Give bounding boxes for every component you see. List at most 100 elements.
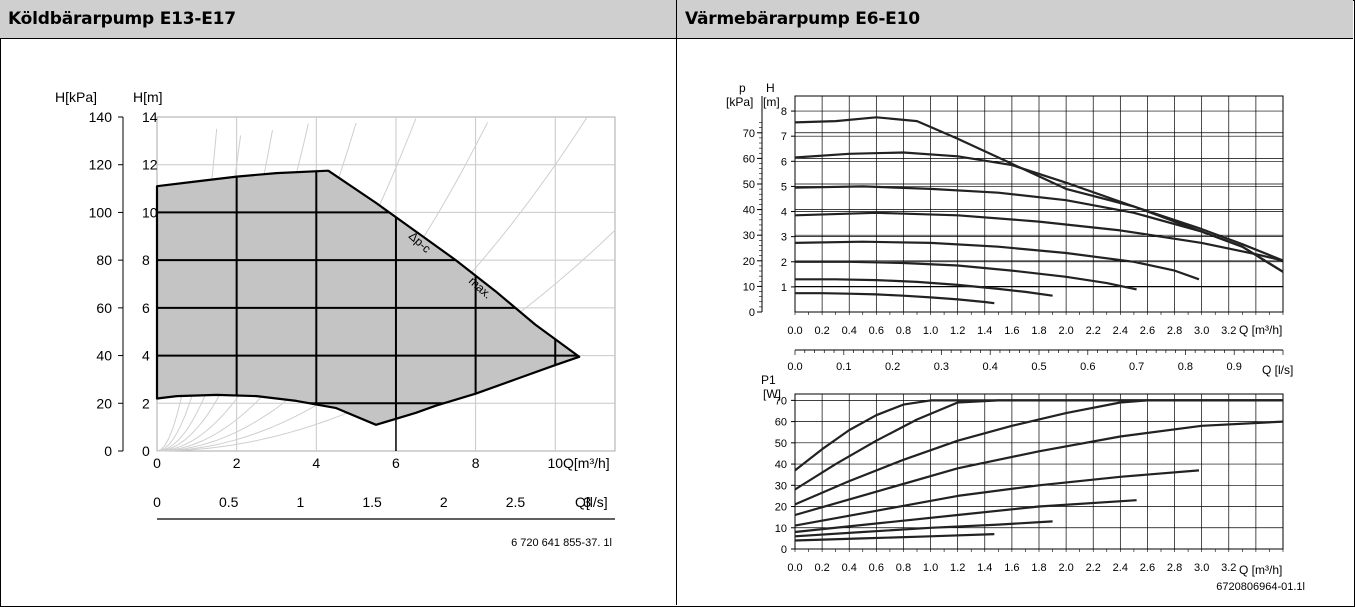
y-kpa-tick-label: 140: [89, 109, 113, 125]
series-line: [794, 211, 1284, 262]
x2-tick-label: 0.3: [934, 361, 949, 373]
x-tick-label: 2.2: [1086, 562, 1101, 574]
y-m-tick-label: 6: [142, 300, 150, 316]
y-kpa-tick-label: 20: [96, 395, 112, 411]
panel-koldbararpump: Köldbärarpump E13-E17 Δp-c max. 0 20 40 60 80 1…: [0, 0, 676, 605]
x-axis-label: Q[m³/h]: [563, 455, 610, 471]
x2-tick-label: 0.5: [219, 494, 239, 510]
x-tick-label: 6: [392, 455, 400, 471]
series-line: [794, 469, 1200, 527]
x2-tick-label: 0.1: [836, 361, 851, 373]
series-line: [794, 533, 995, 542]
y-m-tick-label: 8: [781, 106, 787, 118]
y-kpa-tick-label: 40: [743, 205, 755, 217]
x-tick-label: 0.0: [787, 325, 802, 337]
y-axis-h-label: H: [766, 81, 775, 95]
y-kpa-tick-label: 30: [743, 230, 755, 242]
operating-region-outline: [155, 169, 581, 426]
panel-title: Värmebärarpump E6-E10: [685, 9, 920, 29]
y-tick-label: 10: [775, 523, 787, 535]
y-axis-p-unit: [kPa]: [726, 95, 753, 109]
x-tick-label: 1.6: [1004, 562, 1019, 574]
x-tick-label: 2.0: [1058, 562, 1073, 574]
y-m-tick-label: 7: [781, 131, 787, 143]
x-tick-label: 2.6: [1140, 325, 1155, 337]
x-tick-label: 0.6: [869, 562, 884, 574]
x-tick-label: 3.2: [1221, 325, 1236, 337]
x-tick-label: 8: [472, 455, 480, 471]
y-axis-h-unit: [m]: [763, 95, 780, 109]
y-m-tick-label: 2: [142, 395, 150, 411]
y-m-tick-label: 2: [781, 257, 787, 269]
x2-tick-label: 0: [153, 494, 161, 510]
y-kpa-tick-label: 0: [749, 307, 755, 319]
series-line: [794, 151, 1284, 273]
y-kpa-tick-label: 60: [96, 300, 112, 316]
y-kpa-tick-label: 70: [743, 128, 755, 140]
y-axis-kpa-label: H[kPa]: [55, 89, 97, 105]
x-tick-label: 2.4: [1113, 562, 1128, 574]
y-m-tick-label: 0: [142, 443, 150, 459]
y-m-tick-label: 10: [142, 204, 158, 220]
x2-tick-label: 0.7: [1129, 361, 1144, 373]
x2-tick-label: 0.4: [983, 361, 998, 373]
y-tick-label: 20: [775, 502, 787, 514]
x-tick-label: 1.8: [1031, 562, 1046, 574]
figure-code: 6 720 641 855-37. 1l: [511, 537, 612, 549]
y-axis-p-label: p: [739, 81, 746, 95]
y-kpa-tick-label: 40: [96, 348, 112, 364]
x2-axis-label: Q [l/s]: [1262, 363, 1293, 377]
koldbararpump-chart: Δp-cmax.020406080100120140H[kPa]02468101…: [55, 89, 616, 549]
panel-varmebararpump: Värmebärarpump E6-E10 0 10 20 30 40 50 60 70 p [k…: [677, 0, 1353, 605]
x-tick-label: 1.0: [923, 325, 938, 337]
x-tick-label: 3.2: [1221, 562, 1236, 574]
x-tick-label: 1.8: [1031, 325, 1046, 337]
series-line: [794, 240, 1200, 281]
x-tick-label: 0.6: [869, 325, 884, 337]
x-tick-label: 4: [312, 455, 320, 471]
y-kpa-tick-label: 20: [743, 256, 755, 268]
y-m-tick-label: 8: [142, 252, 150, 268]
x-tick-label: 0: [153, 455, 161, 471]
series-line: [794, 420, 1284, 517]
x-tick-label: 0.8: [896, 562, 911, 574]
y-tick-label: 0: [781, 544, 787, 556]
y-kpa-tick-label: 50: [743, 179, 755, 191]
series-line: [795, 278, 1053, 297]
x-tick-label: 2.0: [1058, 325, 1073, 337]
y-m-tick-label: 5: [781, 181, 787, 193]
x2-tick-label: 0.6: [1080, 361, 1095, 373]
y-m-tick-label: 6: [781, 156, 787, 168]
y-kpa-tick-label: 60: [743, 153, 755, 165]
x-tick-label: 0.2: [814, 562, 829, 574]
series-line: [795, 260, 1137, 291]
x2-tick-label: 1: [296, 494, 304, 510]
x-tick-label: 0.2: [814, 325, 829, 337]
y-m-tick-label: 3: [781, 232, 787, 244]
x2-axis-label: Q[l/s]: [575, 494, 608, 510]
series-line: [794, 116, 1284, 262]
x-tick-label: 3.0: [1194, 325, 1209, 337]
x-tick-label: 2.4: [1113, 325, 1128, 337]
x-tick-label: 0.0: [787, 562, 802, 574]
y-axis-m-label: H[m]: [133, 89, 163, 105]
varmebararpump-chart: 0 10 20 30 40 50 60 70 p[kPa] 1 2 3 4 5 6 7 8H[m] 0.0 0.2 0…: [726, 81, 1305, 593]
x-tick-label: 1.4: [977, 562, 992, 574]
x2-tick-label: 0.8: [1178, 361, 1193, 373]
x-tick-label: 2.2: [1086, 325, 1101, 337]
x-tick-label: 3.0: [1194, 562, 1209, 574]
panel-title: Köldbärarpump E13-E17: [8, 9, 236, 29]
y-m-tick-label: 14: [142, 109, 158, 125]
panel-divider: [676, 0, 677, 605]
x-tick-label: 0.4: [842, 562, 857, 574]
x-tick-label: 10: [547, 455, 563, 471]
x-axis-label: Q [m³/h]: [1239, 323, 1282, 337]
x-tick-label: 1.2: [950, 562, 965, 574]
y-m-tick-label: 1: [781, 282, 787, 294]
series-line: [794, 399, 1283, 472]
x-tick-label: 0.4: [842, 325, 857, 337]
panel-header: Köldbärarpump E13-E17: [0, 0, 676, 39]
x-tick-label: 0.8: [896, 325, 911, 337]
x2-tick-label: 3: [583, 494, 591, 510]
x2-tick-label: 2: [440, 494, 448, 510]
